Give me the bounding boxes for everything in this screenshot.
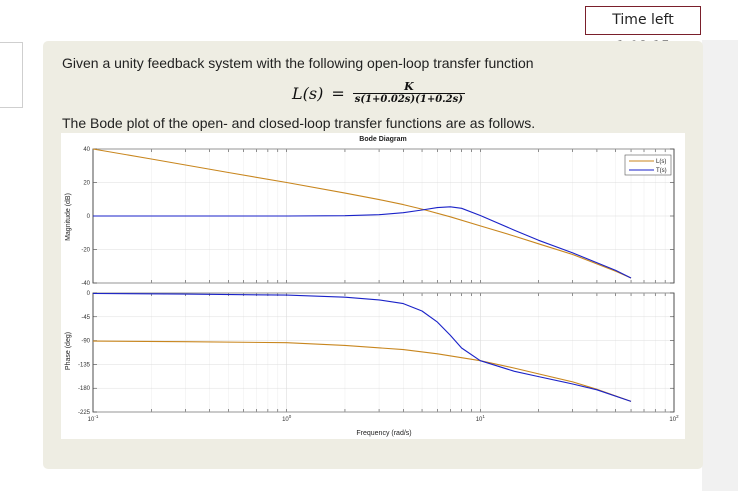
bode-figure: Bode Diagram Magnitude (dB) Phase (deg) … <box>61 133 685 439</box>
mag-axis-label: Magnitude (dB) <box>65 193 72 241</box>
phase-series-group <box>92 292 632 402</box>
phase-axis-label: Phase (deg) <box>65 332 72 370</box>
formula-fraction: K s(1+0.02s)(1+0.2s) <box>352 79 465 106</box>
side-panel-tab[interactable] <box>0 42 23 108</box>
phase-grid <box>92 292 675 413</box>
xtick-label: 102 <box>669 414 679 423</box>
question-intro: Given a unity feedback system with the f… <box>62 55 534 71</box>
mag-ytick-label: -40 <box>81 281 90 287</box>
bode-diagram: Bode Diagram Magnitude (dB) Phase (deg) … <box>65 136 679 437</box>
bode-description: The Bode plot of the open- and closed-lo… <box>62 115 536 131</box>
formula-numerator: K <box>404 79 414 93</box>
phase-ytick-label: -135 <box>78 362 91 368</box>
phase-ytick-label: -90 <box>81 339 90 345</box>
mag-ytick-label: -20 <box>81 248 90 254</box>
mag-series-group <box>92 148 632 279</box>
chart-title: Bode Diagram <box>359 136 406 143</box>
right-strip-top <box>702 0 738 40</box>
phase-ytick-label: -45 <box>81 315 90 321</box>
phase-ytick-label: -225 <box>78 410 91 416</box>
frequency-axis-label: Frequency (rad/s) <box>356 430 411 437</box>
formula-lhs: L(s) <box>292 83 324 103</box>
time-left-timer: Time left 1:08:15 <box>585 6 701 55</box>
xtick-label: 100 <box>282 414 292 423</box>
legend-label-T: T(s) <box>656 168 667 174</box>
mag-ytick-label: 40 <box>83 147 90 153</box>
phase-series-ls <box>92 340 632 402</box>
mag-ytick-label: 20 <box>83 181 90 187</box>
phase-ytick-label: -180 <box>78 386 91 392</box>
mag-series-ls <box>92 148 632 279</box>
phase-series-ts <box>92 292 632 402</box>
xtick-label: 10-1 <box>88 414 99 423</box>
formula-denominator: s(1+0.02s)(1+0.2s) <box>352 92 465 105</box>
mag-series-ts <box>93 206 632 279</box>
xtick-label: 101 <box>476 414 486 423</box>
legend: L(s) T(s) <box>624 154 672 176</box>
phase-axes-frame <box>92 292 675 413</box>
transfer-function-formula: L(s) = K s(1+0.02s)(1+0.2s) <box>292 78 465 108</box>
legend-label-L: L(s) <box>656 159 666 165</box>
right-scroll-track <box>702 0 738 491</box>
phase-ytick-label: 0 <box>87 291 91 297</box>
formula-equals: = <box>331 83 345 103</box>
mag-ytick-label: 0 <box>87 214 91 220</box>
